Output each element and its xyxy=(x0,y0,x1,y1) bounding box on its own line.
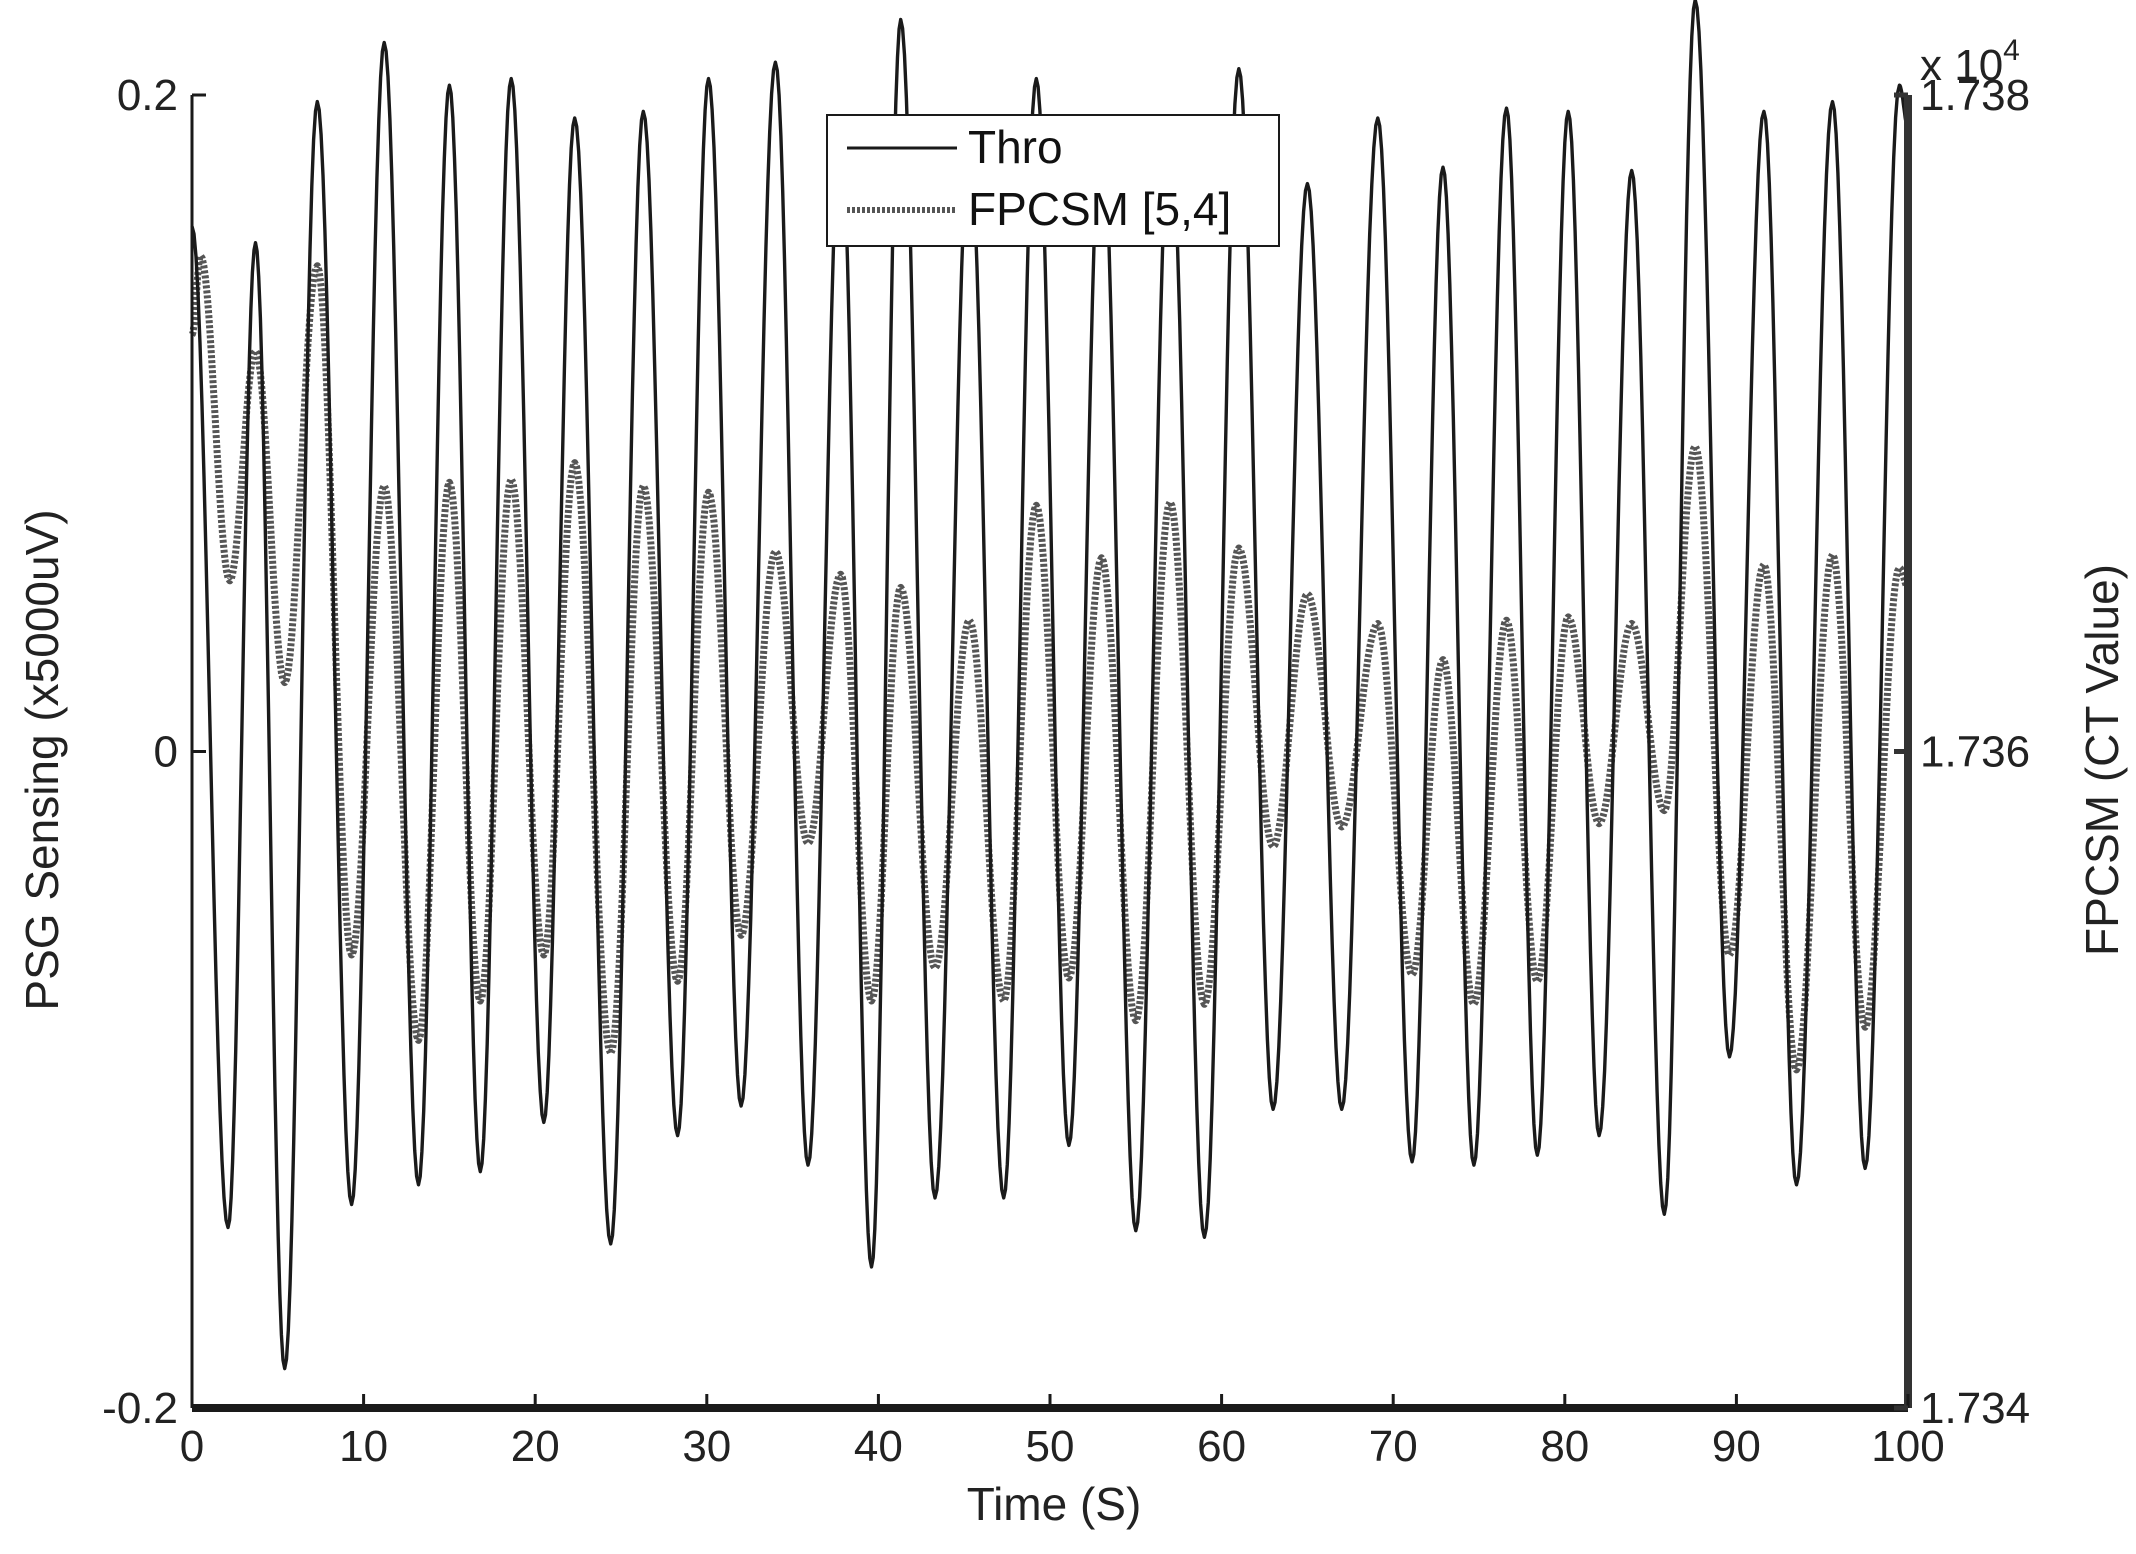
x-tick-label-70: 70 xyxy=(1369,1422,1418,1471)
y-left-tick-label-0.2: 0.2 xyxy=(117,71,178,120)
y-left-tick-label--0.2: -0.2 xyxy=(102,1384,178,1433)
x-axis-label: Time (S) xyxy=(967,1478,1142,1530)
x-tick-label-10: 10 xyxy=(339,1422,388,1471)
legend-box xyxy=(826,114,1280,247)
legend: Thro FPCSM [5,4] xyxy=(826,114,1280,247)
series-line-thro xyxy=(190,0,1910,1371)
x-tick-label-40: 40 xyxy=(854,1422,903,1471)
right-axis-exponent-power: 4 xyxy=(2003,34,2020,67)
y-right-tick-label-1.738: 1.738 xyxy=(1920,71,2030,120)
x-tick-label-50: 50 xyxy=(1026,1422,1075,1471)
y-right-tick-label-1.736: 1.736 xyxy=(1920,728,2030,777)
series-line-fpcsm-5-4 xyxy=(189,252,1911,1074)
x-tick-label-60: 60 xyxy=(1197,1422,1246,1471)
x-tick-label-30: 30 xyxy=(682,1422,731,1471)
y-right-tick-label-1.734: 1.734 xyxy=(1920,1384,2030,1433)
x-tick-label-80: 80 xyxy=(1540,1422,1589,1471)
x-tick-label-100: 100 xyxy=(1871,1422,1944,1471)
legend-label-thro: Thro xyxy=(968,121,1063,173)
right-axis-exponent-base: x 10 xyxy=(1920,41,2003,90)
x-tick-label-90: 90 xyxy=(1712,1422,1761,1471)
x-tick-label-0: 0 xyxy=(180,1422,204,1471)
y-left-axis-label: PSG Sensing (x5000uV) xyxy=(16,509,68,1010)
axes-layer: 0 10 20 30 40 50 60 70 80 90 100-0.200.21.7341.736… xyxy=(102,71,2030,1471)
y-right-axis-label: FPCSM (CT Value) xyxy=(2076,564,2128,956)
series-layer xyxy=(189,0,1911,1371)
y-left-tick-label-0: 0 xyxy=(154,728,178,777)
legend-label-fpcsm: FPCSM [5,4] xyxy=(968,183,1231,235)
x-tick-label-20: 20 xyxy=(511,1422,560,1471)
right-axis-exponent: x 104 xyxy=(1920,34,2020,90)
